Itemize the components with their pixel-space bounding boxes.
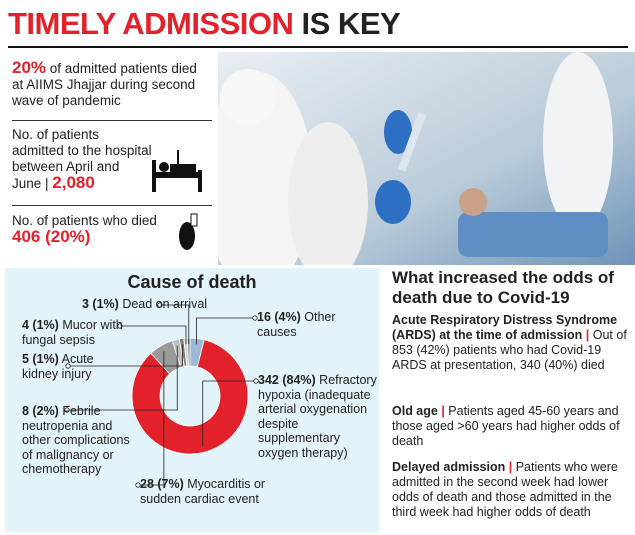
finding-lead: Acute Respiratory Distress Syndrome (ARD… [392,313,617,342]
leader-dot [117,323,123,329]
leader-dot [253,378,259,384]
finding-lead: Delayed admission [392,460,516,474]
leader-dot [252,315,258,321]
stat-text: of admitted patients died at AIIMS Jhajj… [12,61,197,108]
leader-line [68,344,183,367]
leader-dot [64,407,70,413]
stat-value: 406 (20%) [12,227,91,246]
title: TIMELY ADMISSION IS KEY [8,6,401,42]
donut-slice [186,337,191,367]
leader-line [202,380,256,447]
category-label: Febrile neutropenia and other complicati… [22,404,130,476]
chart-panel [5,268,379,532]
finding-text: Patients aged 45-60 years and those aged… [392,404,620,448]
stat: 20% of admitted patients died at AIIMS J… [12,58,207,109]
leader-line [138,351,165,486]
leader-line [67,345,178,411]
finding-text: Patients who were admitted in the second… [392,460,618,519]
value-label: 16 (4%) [257,310,301,324]
stat-text: No. of patients admitted to the hospital… [12,127,152,191]
finding: Delayed admissionPatients who were admit… [392,460,630,520]
stat-value: 20% [12,58,47,77]
findings-title: What increased the odds of death due to … [392,268,614,307]
stat: No. of patients who died 406 (20%) [12,213,172,246]
slice-label: 16 (4%) Other causes [257,310,372,339]
leader-dot [135,482,141,488]
value-label: 3 (1%) [82,297,119,311]
category-label: Mucor with fungal sepsis [22,318,123,347]
title-red: TIMELY ADMISSION [8,6,294,41]
value-label: 5 (1%) [22,352,59,366]
foot-icon [179,213,198,250]
separator [12,120,212,121]
finding-lead: Old age [392,404,448,418]
separator [12,205,212,206]
category-label: Refractory hypoxia (inadequate arterial … [258,373,377,460]
leader-line [160,304,190,345]
stat: No. of patients admitted to the hospital… [12,127,152,192]
slice-label: 5 (1%) Acute kidney injury [22,352,117,381]
value-label: 4 (1%) [22,318,59,332]
photo [218,52,635,265]
value-label: 8 (2%) [22,404,59,418]
title-black: IS KEY [301,6,401,41]
category-label: Dead on arrival [122,297,208,311]
finding: Old agePatients aged 45-60 years and tho… [392,404,630,449]
leader-line [120,325,187,345]
slice-label: 3 (1%) Dead on arrival [82,297,282,312]
category-label: Myocarditis or sudden cardiac event [140,477,266,506]
slice-label: 342 (84%) Refractory hypoxia (inadequate… [258,373,378,460]
value-label: 342 (84%) [258,373,316,387]
stat-text: No. of patients who died [12,213,157,228]
leader-line [196,317,255,345]
bed-icon [152,150,202,192]
slice-label: 28 (7%) Myocarditis or sudden cardiac ev… [140,477,290,506]
value-label: 28 (7%) [140,477,184,491]
slice-label: 8 (2%) Febrile neutropenia and other com… [22,404,134,477]
finding-text: Out of 853 (42%) patients who had Covid-… [392,328,627,372]
rule [8,46,628,48]
stat-value: 2,080 [52,173,95,192]
leader-dot [157,302,163,308]
category-label: Other causes [257,310,336,339]
donut-slice [131,339,249,455]
finding: Acute Respiratory Distress Syndrome (ARD… [392,313,630,373]
leader-dot [65,363,71,369]
slice-label: 4 (1%) Mucor with fungal sepsis [22,318,132,347]
category-label: Acute kidney injury [22,352,94,381]
chart-title: Cause of death [127,272,257,292]
